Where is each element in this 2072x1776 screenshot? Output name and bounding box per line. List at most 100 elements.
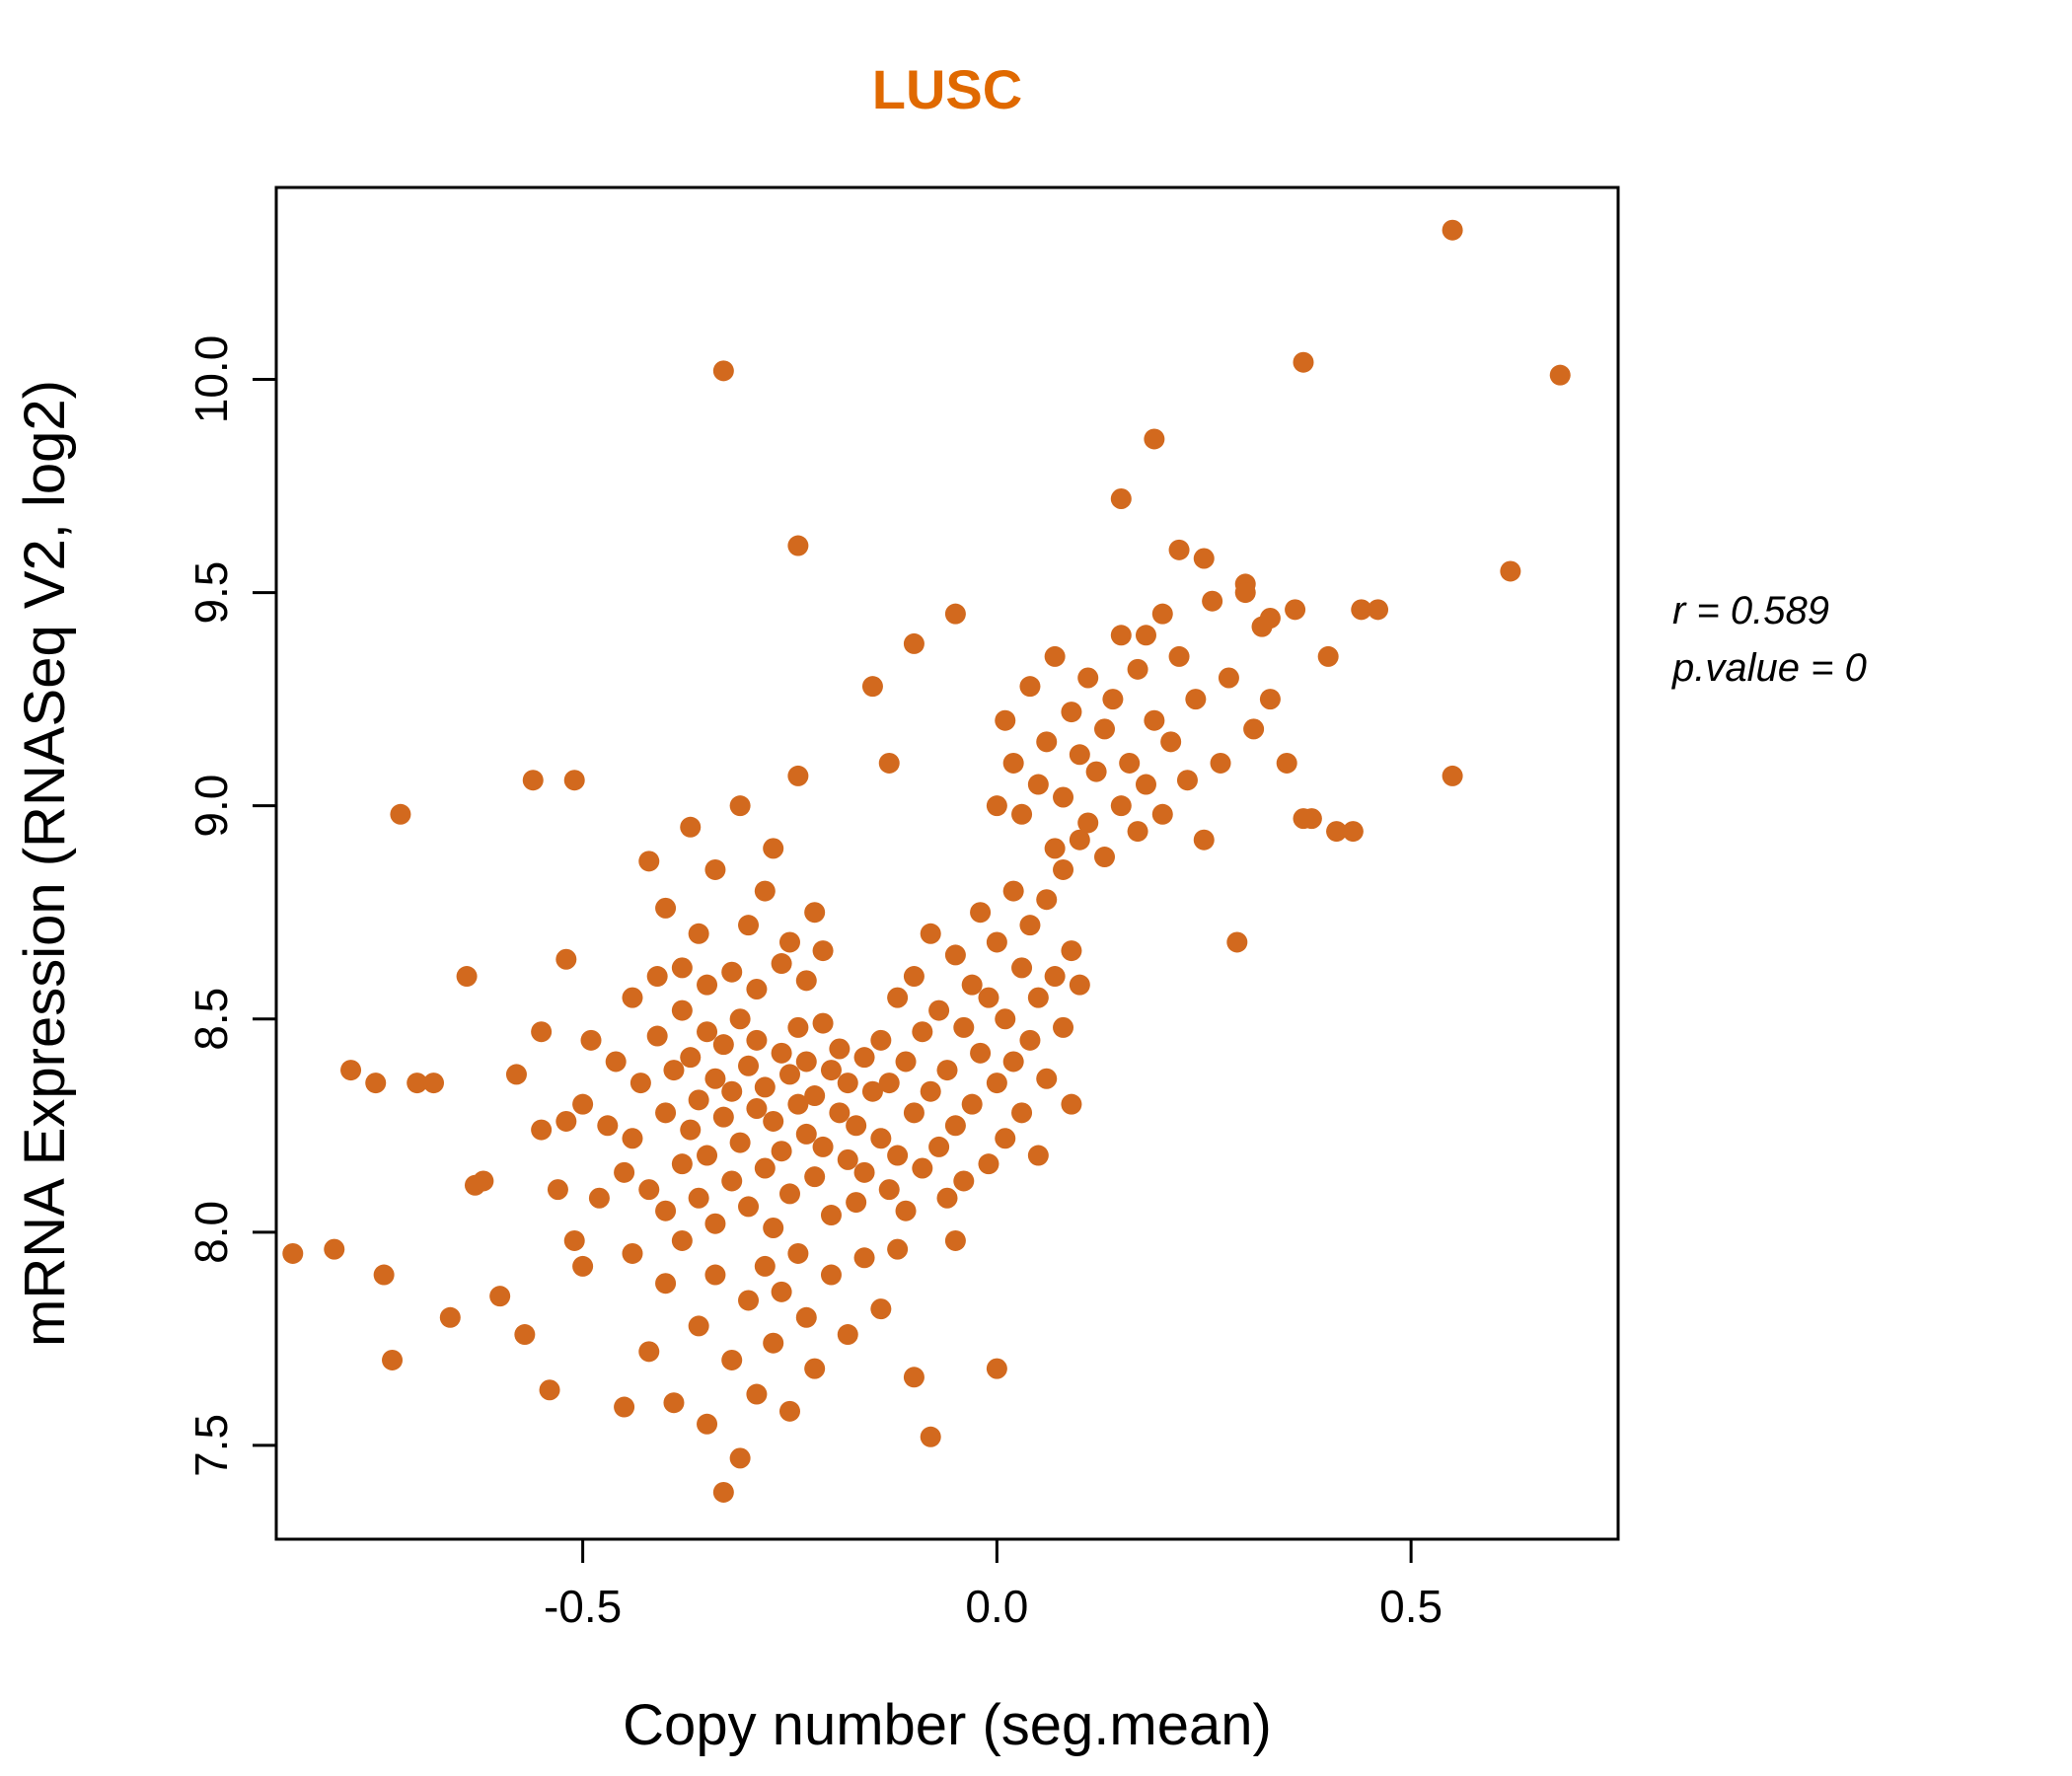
data-point	[555, 1110, 577, 1132]
data-point	[1226, 931, 1248, 953]
data-point	[944, 1229, 966, 1251]
data-point	[738, 915, 760, 936]
data-point	[729, 1132, 751, 1153]
data-point	[638, 1341, 660, 1363]
data-point	[572, 1255, 594, 1277]
data-point	[1011, 803, 1033, 825]
data-point	[820, 1060, 842, 1081]
y-tick-label: 8.0	[185, 1201, 237, 1264]
data-point	[928, 1136, 950, 1157]
data-point	[771, 1141, 792, 1162]
data-point	[671, 1229, 693, 1251]
data-point	[1168, 539, 1190, 560]
pvalue-annotation: p.value = 0	[1671, 646, 1867, 690]
data-point	[978, 987, 999, 1008]
data-point	[614, 1161, 635, 1183]
data-point	[986, 795, 1007, 817]
data-point	[778, 931, 800, 953]
data-point	[787, 1093, 809, 1115]
data-point	[878, 1179, 900, 1201]
data-point	[1168, 645, 1190, 667]
data-point	[1061, 940, 1082, 962]
data-point	[812, 1136, 834, 1157]
data-point	[1011, 957, 1033, 979]
data-point	[680, 1047, 702, 1069]
data-point	[1151, 803, 1173, 825]
data-point	[1317, 645, 1339, 667]
data-point	[1053, 1016, 1074, 1038]
data-point	[837, 1148, 858, 1170]
data-point	[1368, 599, 1389, 621]
data-point	[729, 1008, 751, 1030]
data-point	[746, 978, 768, 999]
data-point	[531, 1119, 553, 1141]
data-point	[853, 1047, 875, 1069]
data-point	[1234, 582, 1256, 604]
data-point	[1110, 487, 1132, 509]
data-point	[547, 1179, 568, 1201]
data-point	[555, 948, 577, 970]
data-point	[970, 1042, 992, 1064]
data-point	[1002, 880, 1024, 902]
data-point	[795, 1306, 817, 1328]
data-point	[903, 1367, 925, 1388]
data-point	[1011, 1102, 1033, 1124]
data-point	[920, 1080, 941, 1102]
data-point	[763, 1110, 784, 1132]
data-point	[697, 1413, 718, 1435]
data-point	[721, 961, 743, 983]
data-point	[903, 1102, 925, 1124]
data-point	[365, 1073, 387, 1094]
data-point	[697, 1145, 718, 1166]
data-point	[870, 1128, 892, 1149]
y-tick-label: 7.5	[185, 1414, 237, 1477]
data-point	[1019, 1029, 1041, 1051]
data-point	[953, 1170, 975, 1192]
data-point	[1442, 219, 1463, 241]
data-point	[1019, 915, 1041, 936]
data-point	[473, 1170, 494, 1192]
data-point	[861, 1080, 883, 1102]
data-point	[1144, 428, 1165, 450]
data-point	[936, 1060, 958, 1081]
data-point	[1144, 709, 1165, 731]
data-point	[754, 1076, 776, 1098]
data-point	[829, 1102, 851, 1124]
data-point	[1127, 658, 1148, 680]
data-point	[903, 966, 925, 988]
data-point	[539, 1379, 560, 1401]
data-point	[1342, 821, 1364, 843]
data-point	[804, 1166, 826, 1188]
data-point	[903, 632, 925, 654]
data-point	[563, 770, 585, 791]
data-point	[514, 1324, 536, 1346]
data-point	[729, 1447, 751, 1469]
data-point	[324, 1238, 345, 1260]
data-point	[995, 1008, 1016, 1030]
data-point	[1135, 625, 1156, 646]
data-point	[1193, 829, 1215, 851]
data-point	[1276, 752, 1297, 774]
data-point	[646, 1025, 668, 1047]
data-point	[771, 1042, 792, 1064]
data-point	[655, 897, 677, 919]
data-point	[1027, 1145, 1049, 1166]
data-point	[912, 1157, 933, 1179]
data-point	[655, 1273, 677, 1295]
data-point	[778, 1400, 800, 1422]
data-point	[1069, 974, 1090, 996]
data-point	[870, 1298, 892, 1320]
data-point	[1027, 774, 1049, 795]
data-point	[995, 709, 1016, 731]
data-point	[837, 1073, 858, 1094]
data-point	[721, 1170, 743, 1192]
data-point	[878, 752, 900, 774]
data-point	[622, 1242, 643, 1264]
data-point	[622, 987, 643, 1008]
data-point	[820, 1205, 842, 1226]
data-point	[953, 1016, 975, 1038]
data-point	[787, 1242, 809, 1264]
data-point	[1259, 607, 1281, 629]
data-point	[704, 1213, 726, 1234]
